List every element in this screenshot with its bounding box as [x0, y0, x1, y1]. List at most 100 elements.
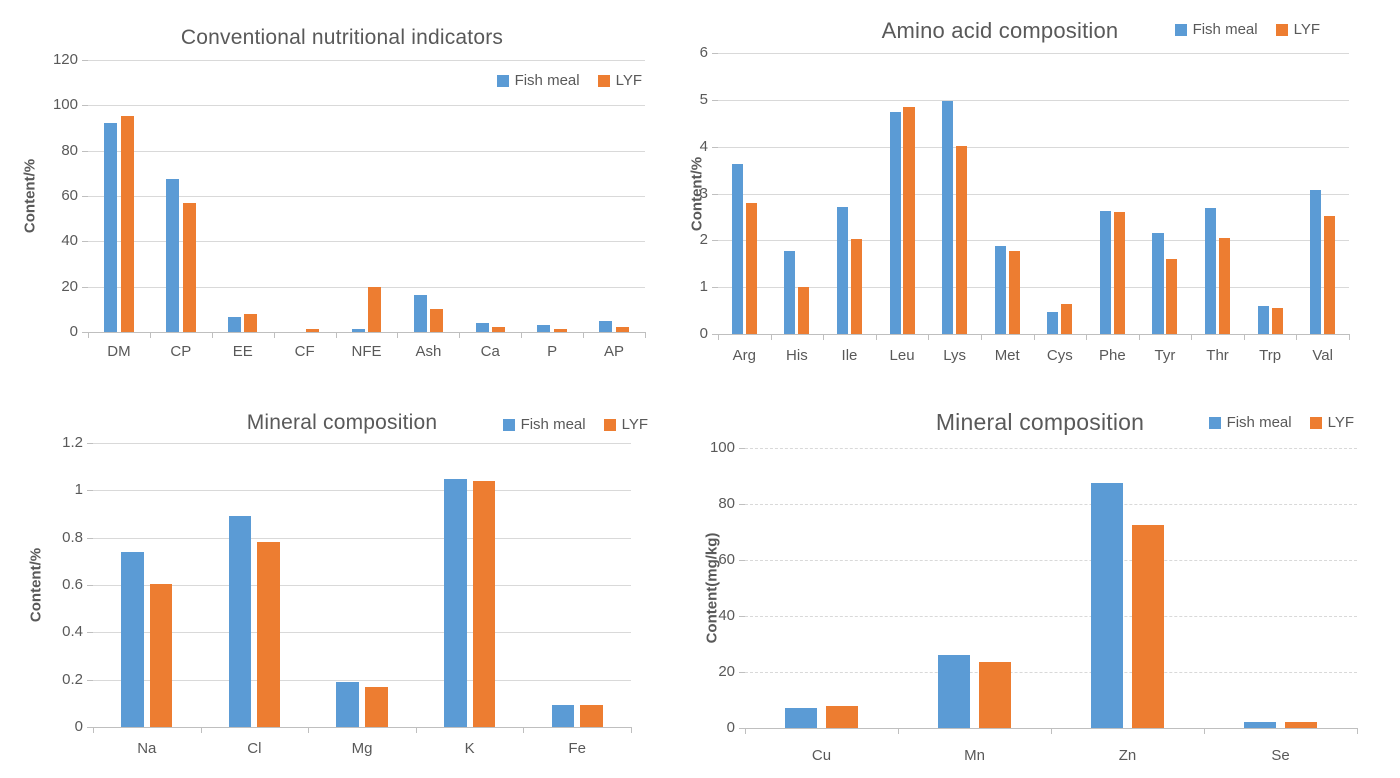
bar-fish-meal-trp [1257, 305, 1269, 334]
bar-lyf-na [149, 583, 173, 727]
gridline [88, 60, 645, 61]
bar-fish-meal-cu [785, 708, 818, 728]
bar-lyf-cu [825, 705, 858, 728]
x-axis-category-label: Trp [1259, 347, 1282, 364]
x-axis-category-label: CP [170, 343, 192, 360]
y-axis-tick [87, 490, 93, 492]
y-axis-tick [87, 443, 93, 444]
x-axis-tick [1191, 334, 1193, 340]
x-axis-category-label: Cys [1046, 347, 1073, 364]
x-axis-category-label: Ile [841, 347, 858, 364]
bar-lyf-mn [978, 662, 1011, 728]
gridline [93, 679, 631, 681]
x-axis-tick [898, 728, 899, 734]
bar-lyf-cys [1061, 304, 1073, 334]
y-axis-tick-label: 2 [699, 231, 708, 249]
x-axis-tick [459, 332, 461, 338]
legend: Fish meal LYF [502, 416, 648, 433]
x-axis-category-label: Leu [889, 347, 915, 364]
gridline [88, 150, 645, 152]
y-axis-tick [82, 105, 88, 107]
gridline [93, 632, 631, 634]
gridline [745, 616, 1357, 617]
bar-fish-meal-se [1244, 722, 1277, 728]
bar-lyf-ile [850, 238, 862, 334]
legend-item-fish-meal: Fish meal [496, 72, 580, 89]
legend-label-lyf: LYF [621, 416, 648, 433]
x-axis-tick [928, 334, 930, 340]
y-axis-tick [712, 53, 718, 54]
gridline [88, 241, 645, 243]
gridline [718, 99, 1349, 101]
y-axis-tick-label: 0.8 [62, 528, 83, 546]
legend-label-fish-meal: Fish meal [1226, 414, 1292, 431]
y-axis-tick-label: 1 [699, 278, 708, 296]
x-axis-tick [273, 332, 275, 338]
legend-swatch-fish-meal [496, 74, 509, 87]
legend-label-fish-meal: Fish meal [1192, 21, 1258, 38]
y-axis-tick [87, 537, 93, 539]
chart-title: Amino acid composition [881, 18, 1119, 43]
y-axis-tick-label: 20 [61, 277, 78, 295]
y-axis-tick [82, 332, 88, 333]
bar-fish-meal-nfe [351, 328, 365, 332]
legend-label-fish-meal: Fish meal [520, 416, 586, 433]
x-axis-tick [770, 334, 772, 340]
y-axis-tick [82, 196, 88, 197]
y-axis-tick-label: 60 [61, 187, 78, 204]
legend: Fish meal LYF [1174, 21, 1320, 38]
gridline [718, 287, 1349, 289]
x-axis-tick [397, 332, 399, 338]
x-axis-tick [1349, 334, 1350, 340]
legend-label-lyf: LYF [1293, 21, 1320, 38]
bar-lyf-tyr [1166, 259, 1178, 334]
bar-lyf-cp [182, 202, 196, 332]
gridline [718, 146, 1349, 148]
gridline [718, 53, 1349, 54]
bar-fish-meal-p [537, 325, 551, 332]
bar-fish-meal-ee [228, 317, 241, 332]
legend-item-lyf: LYF [603, 416, 648, 433]
bar-fish-meal-dm [104, 123, 118, 332]
y-axis-tick [82, 60, 88, 61]
legend: Fish meal LYF [1208, 414, 1354, 431]
y-axis-tick-label: 60 [718, 551, 735, 568]
bar-lyf-nfe [368, 287, 382, 332]
bar-fish-meal-tyr [1152, 233, 1164, 334]
x-axis-category-label: Arg [732, 347, 756, 364]
y-axis-tick [87, 679, 93, 681]
legend-label-fish-meal: Fish meal [514, 72, 580, 89]
x-axis-tick [523, 727, 525, 733]
x-axis-category-label: Ca [480, 343, 500, 360]
legend-swatch-fish-meal [1174, 23, 1187, 36]
y-axis-title: Content/% [688, 156, 706, 231]
y-axis-tick-label: 100 [709, 439, 735, 456]
y-axis-tick [87, 727, 93, 728]
x-axis-tick [1033, 334, 1035, 340]
bar-fish-meal-ap [599, 320, 613, 332]
bar-fish-meal-cp [166, 179, 180, 332]
gridline [93, 443, 631, 444]
x-axis-tick [583, 332, 585, 338]
x-axis-line [93, 727, 631, 728]
bar-fish-meal-mn [938, 655, 971, 728]
x-axis-category-label: NFE [351, 343, 382, 360]
y-axis-tick-label: 0 [74, 718, 83, 735]
x-axis-line [745, 728, 1357, 729]
y-axis-tick [739, 728, 745, 729]
bar-lyf-ee [244, 314, 258, 332]
bar-lyf-ap [615, 326, 629, 332]
x-axis-tick [718, 334, 719, 340]
x-axis-category-label: Phe [1099, 347, 1126, 364]
y-axis-tick-label: 1.2 [62, 434, 83, 451]
bar-fish-meal-zn [1091, 483, 1124, 728]
x-axis-category-label: Lys [943, 347, 967, 364]
bar-fish-meal-arg [731, 164, 743, 334]
x-axis-category-label: DM [107, 343, 131, 360]
y-axis-tick-label: 6 [699, 44, 708, 61]
bar-fish-meal-lys [942, 100, 954, 334]
y-axis-tick [739, 616, 745, 617]
y-axis-tick [82, 286, 88, 288]
